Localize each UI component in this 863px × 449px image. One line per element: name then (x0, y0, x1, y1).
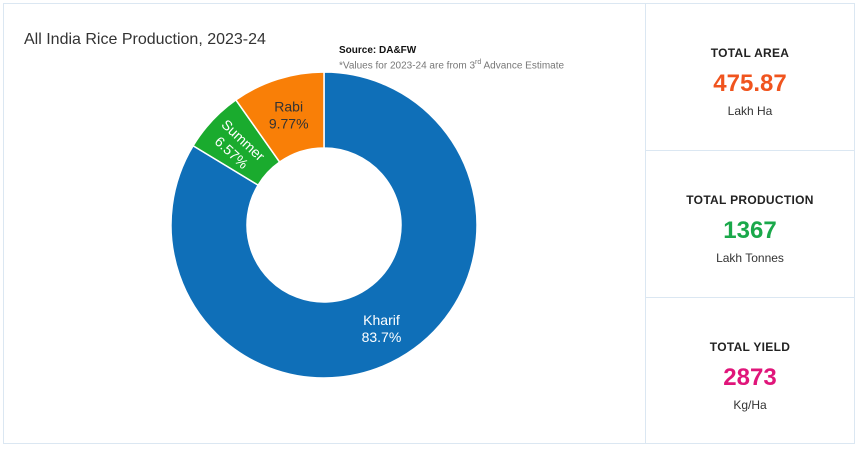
chart-source: Source: DA&FW (339, 45, 417, 56)
stat-total-area-unit: Lakh Ha (727, 104, 773, 118)
stat-total-yield-unit: Kg/Ha (733, 398, 767, 412)
slice-name-rabi: Rabi (274, 98, 303, 114)
slice-kharif[interactable] (170, 71, 478, 379)
chart-note-sup: rd (475, 59, 482, 66)
chart-note-prefix: *Values for 2023-24 are from 3 (339, 60, 476, 72)
stat-total-production-label: TOTAL PRODUCTION (686, 193, 814, 207)
stat-total-yield-label: TOTAL YIELD (709, 340, 791, 354)
stats-panel: TOTAL AREA 475.87 Lakh Ha TOTAL PRODUCTI… (645, 4, 854, 443)
stat-total-area-label: TOTAL AREA (710, 46, 790, 60)
dashboard-card: All India Rice Production, 2023-24 Sourc… (3, 3, 855, 444)
slice-rabi[interactable] (234, 71, 325, 164)
slice-name-kharif: Kharif (363, 312, 400, 328)
chart-panel: All India Rice Production, 2023-24 Sourc… (4, 4, 645, 443)
stat-total-area-value: 475.87 (713, 70, 787, 97)
slice-value-rabi: 9.77% (269, 115, 309, 131)
stat-total-yield-value: 2873 (723, 364, 777, 391)
chart-note-suffix: Advance Estimate (481, 60, 565, 72)
stat-total-yield: TOTAL YIELD 2873 Kg/Ha (646, 298, 854, 443)
stat-total-production: TOTAL PRODUCTION 1367 Lakh Tonnes (646, 151, 854, 298)
stat-total-area: TOTAL AREA 475.87 Lakh Ha (646, 4, 854, 151)
chart-note: *Values for 2023-24 are from 3rd Advance… (339, 59, 564, 71)
chart-title: All India Rice Production, 2023-24 (24, 31, 266, 48)
stat-total-production-value: 1367 (723, 217, 777, 244)
slice-value-kharif: 83.7% (362, 329, 402, 345)
stat-total-production-unit: Lakh Tonnes (716, 251, 784, 265)
